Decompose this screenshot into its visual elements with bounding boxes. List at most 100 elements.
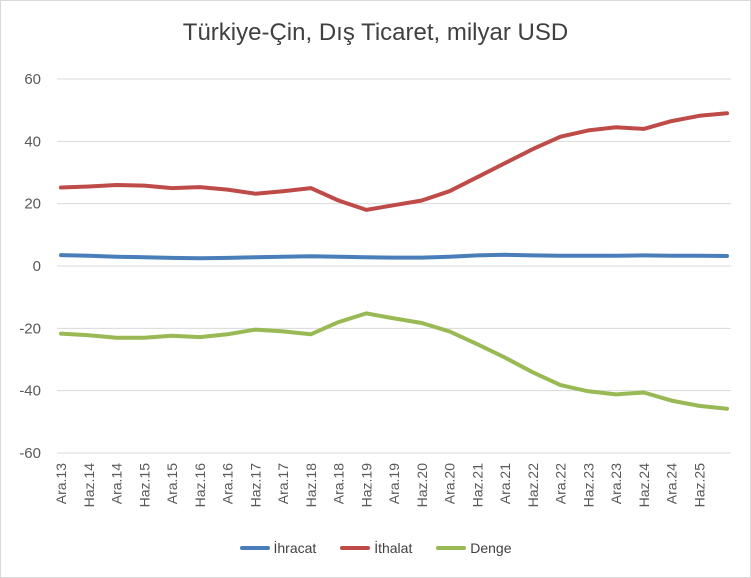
- data-point: [670, 399, 673, 403]
- y-tick-label: 60: [24, 71, 41, 88]
- legend-item-denge: Denge: [436, 540, 512, 556]
- x-tick-label: Haz.21: [469, 463, 485, 508]
- data-point: [337, 255, 340, 259]
- data-point: [559, 135, 562, 139]
- legend-item-ihracat: İhracat: [239, 540, 317, 556]
- data-point: [642, 127, 646, 131]
- data-point: [198, 185, 202, 189]
- x-tick-label: Haz.14: [81, 463, 97, 508]
- data-point: [226, 332, 229, 336]
- data-point: [420, 199, 424, 202]
- x-tick-label: Ara.14: [109, 463, 125, 504]
- x-tick-label: Ara.21: [497, 463, 513, 504]
- data-point: [586, 254, 590, 258]
- data-point: [87, 333, 91, 337]
- data-point: [87, 185, 91, 188]
- x-tick-label: Haz.20: [414, 463, 430, 508]
- x-tick-label: Ara.23: [608, 463, 624, 504]
- data-point: [503, 161, 507, 165]
- y-tick-label: -20: [19, 320, 41, 337]
- data-point: [475, 175, 479, 179]
- legend-item-ithalat: İthalat: [340, 540, 412, 556]
- x-tick-label: Ara.18: [331, 463, 347, 504]
- data-point: [198, 256, 202, 260]
- x-tick-label: Ara.19: [386, 463, 402, 504]
- data-point: [697, 254, 701, 258]
- data-point: [115, 183, 118, 187]
- data-point: [170, 256, 174, 260]
- data-point: [364, 208, 368, 212]
- data-point: [503, 253, 507, 257]
- data-point: [59, 186, 63, 189]
- data-point: [697, 404, 701, 408]
- y-tick-label: -40: [19, 383, 41, 400]
- data-point: [614, 125, 618, 129]
- x-tick-label: Haz.25: [691, 463, 707, 508]
- data-point: [475, 342, 479, 346]
- data-point: [309, 186, 313, 190]
- data-point: [448, 329, 451, 333]
- x-tick-label: Haz.23: [580, 463, 596, 508]
- data-point: [559, 383, 562, 387]
- legend-swatch-denge: [436, 546, 467, 550]
- data-point: [725, 111, 729, 115]
- data-point: [392, 256, 396, 260]
- x-tick-label: Haz.24: [636, 463, 652, 508]
- data-point: [142, 184, 146, 188]
- data-point: [725, 407, 729, 411]
- data-point: [475, 253, 479, 257]
- data-point: [198, 335, 202, 339]
- data-point: [392, 316, 396, 320]
- data-point: [142, 336, 146, 340]
- x-tick-label: Haz.22: [525, 463, 541, 508]
- x-tick-label: Haz.15: [136, 463, 152, 508]
- x-tick-label: Ara.22: [553, 463, 569, 504]
- data-point: [531, 370, 535, 374]
- data-point: [614, 254, 618, 258]
- data-point: [364, 311, 368, 315]
- data-point: [586, 128, 590, 132]
- data-point: [670, 254, 673, 258]
- data-point: [531, 253, 535, 257]
- data-point: [115, 255, 118, 259]
- data-point: [253, 255, 257, 259]
- data-point: [87, 254, 91, 258]
- data-point: [364, 255, 368, 259]
- data-point: [420, 321, 424, 325]
- data-point: [281, 329, 285, 333]
- data-point: [642, 391, 646, 394]
- data-point: [226, 256, 229, 260]
- data-point: [309, 332, 313, 336]
- y-tick-label: 0: [33, 258, 41, 275]
- data-point: [559, 254, 562, 258]
- y-tick-label: 40: [24, 133, 41, 150]
- data-point: [337, 199, 340, 202]
- y-tick-label: -60: [19, 445, 41, 462]
- y-tick-label: 20: [24, 196, 41, 213]
- data-point: [503, 356, 507, 360]
- x-tick-label: Haz.16: [192, 463, 208, 508]
- legend-swatch-ithalat: [340, 546, 371, 550]
- x-tick-label: Ara.20: [442, 463, 458, 504]
- data-point: [281, 189, 285, 193]
- x-tick-label: Haz.19: [358, 463, 374, 508]
- data-point: [142, 255, 146, 259]
- x-tick-label: Ara.15: [164, 463, 180, 504]
- data-point: [614, 392, 618, 396]
- data-point: [670, 119, 673, 123]
- legend-label-ihracat: İhracat: [273, 540, 317, 556]
- data-point: [725, 254, 729, 258]
- x-tick-label: Ara.13: [53, 463, 69, 504]
- data-point: [281, 255, 285, 259]
- data-point: [226, 188, 229, 192]
- data-point: [309, 254, 313, 258]
- data-point: [531, 147, 535, 151]
- data-point: [642, 253, 646, 257]
- data-point: [253, 328, 257, 332]
- x-tick-label: Haz.18: [303, 463, 319, 508]
- legend-label-ithalat: İthalat: [374, 540, 413, 556]
- series-line-ithalat: [59, 111, 729, 212]
- series-line-denge: [59, 311, 729, 411]
